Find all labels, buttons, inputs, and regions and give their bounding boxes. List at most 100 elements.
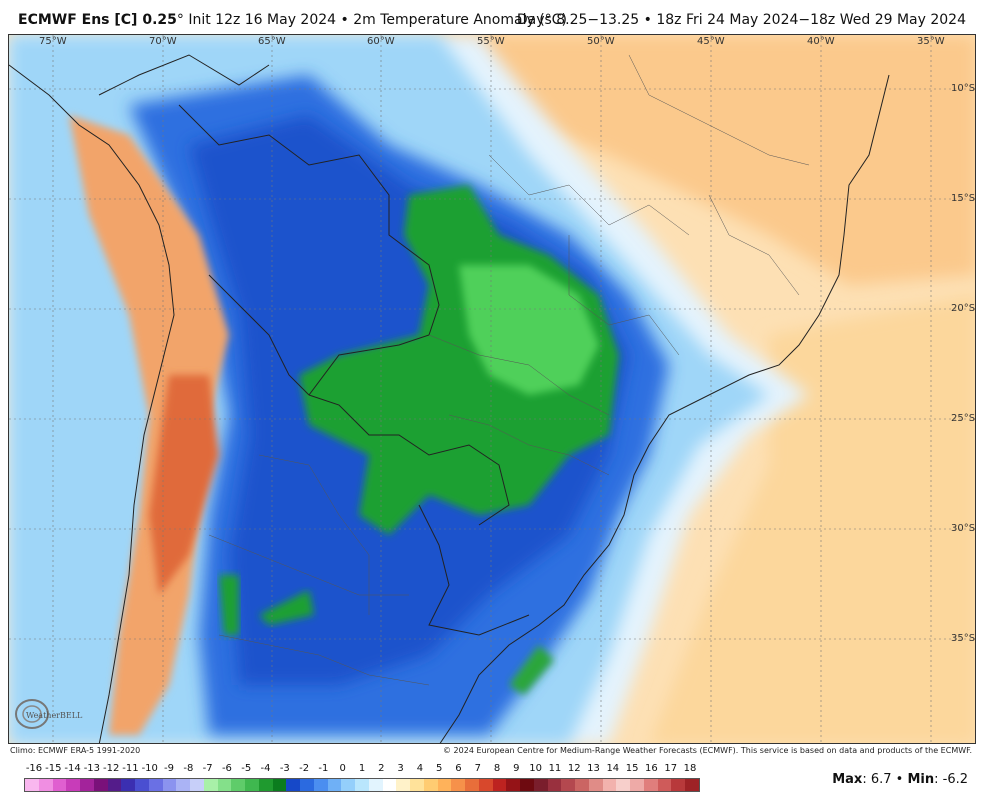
colorbar-swatch bbox=[520, 779, 534, 791]
colorbar-tick-label: 3 bbox=[397, 763, 404, 774]
colorbar-tick-label: -9 bbox=[164, 763, 175, 774]
map-title: ECMWF Ens [C] 0.25° Init 12z 16 May 2024… bbox=[18, 12, 567, 28]
colorbar-tick-label: 4 bbox=[416, 763, 424, 774]
lon-label: 55°W bbox=[477, 36, 505, 47]
anomaly-map: 75°W 70°W 65°W 60°W 55°W 50°W 45°W 40°W 35°W 10°… bbox=[8, 34, 976, 744]
colorbar-tick-label: -6 bbox=[221, 763, 232, 774]
lon-label: 45°W bbox=[697, 36, 725, 47]
colorbar-tick-label: -7 bbox=[202, 763, 213, 774]
climo-note: Climo: ECMWF ERA-5 1991-2020 bbox=[10, 746, 141, 755]
colorbar-swatch bbox=[643, 779, 658, 791]
colorbar-swatch bbox=[38, 779, 53, 791]
colorbar-swatch bbox=[437, 779, 452, 791]
colorbar-swatch bbox=[506, 779, 520, 791]
colorbar-tick-label: 18 bbox=[683, 763, 697, 774]
border-bolivia-chile bbox=[208, 274, 310, 396]
lat-label: 35°S bbox=[951, 633, 976, 644]
colorbar-swatch bbox=[616, 779, 630, 791]
logo-text: WeatherBELL bbox=[26, 711, 83, 720]
map-canvas bbox=[9, 35, 975, 743]
colorbar-swatch bbox=[575, 779, 589, 791]
graticule bbox=[9, 35, 975, 743]
colorbar-swatch bbox=[148, 779, 163, 791]
colorbar-swatch bbox=[341, 779, 355, 791]
lat-label: 20°S bbox=[951, 303, 976, 314]
colorbar-swatch bbox=[602, 779, 617, 791]
colorbar-swatch bbox=[272, 779, 287, 791]
colorbar-tick-label: 10 bbox=[529, 763, 543, 774]
colorbar-swatch bbox=[547, 779, 562, 791]
colorbar-swatch bbox=[203, 779, 218, 791]
lon-label: 75°W bbox=[39, 36, 67, 47]
border-peru bbox=[98, 54, 270, 96]
colorbar-swatch bbox=[52, 779, 67, 791]
colorbar-swatch bbox=[66, 779, 80, 791]
colorbar-tick-label: 5 bbox=[435, 763, 443, 774]
andes-hot-core bbox=[149, 375, 219, 595]
colorbar-tick-label: 1 bbox=[358, 763, 366, 774]
colorbar bbox=[24, 778, 700, 792]
colorbar-tick-label: 13 bbox=[587, 763, 600, 774]
colorbar-swatch bbox=[588, 779, 603, 791]
border-brazil-bolivia bbox=[178, 104, 440, 396]
max-min-readout: Max: 6.7 • Min: -6.2 bbox=[832, 772, 968, 787]
colorbar-swatch bbox=[258, 779, 273, 791]
colorbar-swatch bbox=[671, 779, 685, 791]
colorbar-tick-label: -1 bbox=[318, 763, 329, 774]
cold-spot-ocean bbox=[509, 645, 554, 695]
colorbar-swatch bbox=[451, 779, 465, 791]
warm-anomaly-atlantic bbox=[649, 295, 975, 743]
colorbar-tick-label: 11 bbox=[548, 763, 562, 774]
colorbar-swatch bbox=[300, 779, 314, 791]
cold-spot-pampas bbox=[259, 590, 314, 625]
border-uruguay bbox=[418, 504, 530, 636]
colorbar-tick-label: -10 bbox=[141, 763, 158, 774]
colorbar-swatch bbox=[533, 779, 548, 791]
state-borders bbox=[208, 54, 810, 686]
colorbar-tick-label: 14 bbox=[606, 763, 620, 774]
colorbar-tick-label: 15 bbox=[625, 763, 639, 774]
colorbar-swatch bbox=[121, 779, 135, 791]
colorbar-swatch bbox=[231, 779, 245, 791]
cold-spot-argentina bbox=[219, 575, 239, 635]
colorbar-swatch bbox=[657, 779, 672, 791]
colorbar-swatch bbox=[492, 779, 507, 791]
min-label: Min bbox=[907, 772, 935, 787]
colorbar-tick-label: -5 bbox=[241, 763, 252, 774]
lat-label: 30°S bbox=[951, 523, 976, 534]
colorbar-tick-label: 6 bbox=[455, 763, 462, 774]
colorbar-tick-label: 7 bbox=[474, 763, 481, 774]
colorbar-tick-label: 12 bbox=[567, 763, 581, 774]
colorbar-swatch bbox=[176, 779, 190, 791]
colorbar-swatch bbox=[313, 779, 328, 791]
run-info: ° Init 12z 16 May 2024 • 2m Temperature … bbox=[176, 12, 567, 28]
colorbar-swatch bbox=[25, 779, 39, 791]
andes-warm-strip bbox=[69, 115, 229, 735]
lon-label: 50°W bbox=[587, 36, 615, 47]
colorbar-swatch bbox=[355, 779, 369, 791]
colorbar-swatch bbox=[217, 779, 232, 791]
colorbar-tick-label: -3 bbox=[279, 763, 290, 774]
colorbar-swatch bbox=[286, 779, 300, 791]
colorbar-swatch bbox=[80, 779, 94, 791]
lat-label: 25°S bbox=[951, 413, 976, 424]
min-value: : -6.2 bbox=[934, 772, 968, 787]
lat-label: 15°S bbox=[951, 193, 976, 204]
colorbar-tick-label: -13 bbox=[83, 763, 101, 774]
colorbar-swatch bbox=[423, 779, 438, 791]
colorbar-tick-label: -12 bbox=[103, 763, 120, 774]
lat-label: 10°S bbox=[951, 83, 976, 94]
colorbar-swatch bbox=[478, 779, 493, 791]
lon-label: 65°W bbox=[258, 36, 286, 47]
copyright-note: © 2024 European Centre for Medium-Range … bbox=[443, 746, 972, 755]
colorbar-tick-label: 0 bbox=[339, 763, 346, 774]
lon-label: 70°W bbox=[149, 36, 177, 47]
weatherbell-logo: WeatherBELL bbox=[15, 699, 83, 729]
colorbar-tick-label: -14 bbox=[64, 763, 81, 774]
colorbar-tick-label: -4 bbox=[260, 763, 271, 774]
pacific-coast bbox=[9, 64, 175, 743]
colorbar-swatch bbox=[190, 779, 204, 791]
colorbar-tick-label: 17 bbox=[664, 763, 678, 774]
colorbar-tick-label: -16 bbox=[25, 763, 43, 774]
valid-period: Days 8.25−13.25 • 18z Fri 24 May 2024−18… bbox=[516, 12, 966, 28]
